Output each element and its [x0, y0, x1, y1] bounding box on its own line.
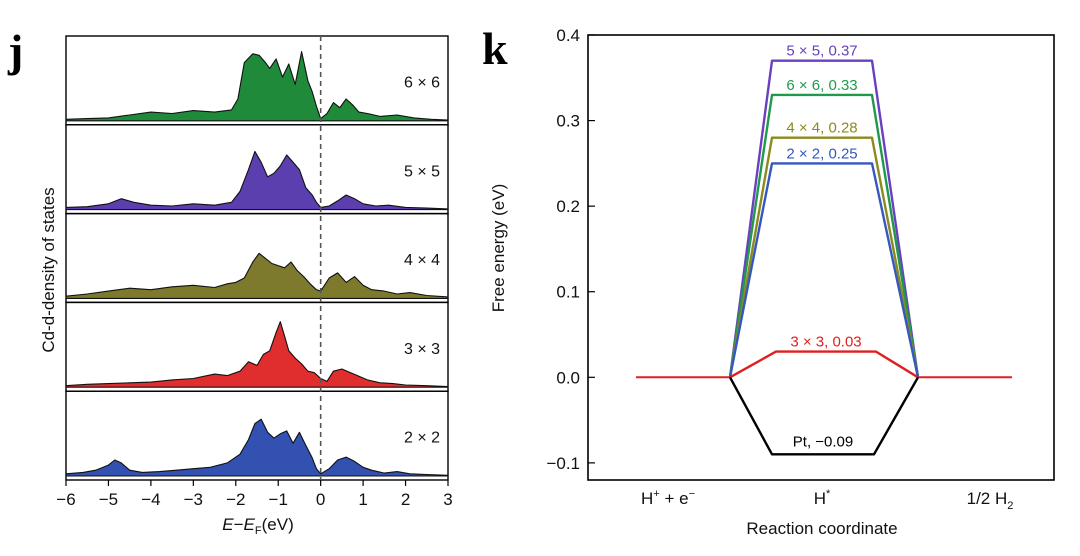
- dos-area-3xxx3: [65, 321, 449, 388]
- fe-series-label-4-4-0-28: 4 × 4, 0.28: [786, 120, 857, 137]
- dos-series-label-3xxx3: 3 × 3: [404, 341, 440, 358]
- dos-x-tick-label: −4: [141, 490, 160, 509]
- fe-y-tick-label: 0.4: [556, 26, 580, 45]
- fe-y-ticks: −0.1 0.0 0.1 0.2 0.3 0.4: [546, 26, 595, 473]
- dos-panels: 6 × 6 5 × 5 4 × 4 3 × 3 2 × 2: [65, 35, 449, 481]
- fe-y-tick-label: 0.2: [556, 197, 580, 216]
- dos-x-tick-label: −1: [269, 490, 288, 509]
- cat1-text: H: [814, 489, 826, 508]
- dos-x-tick-label: −2: [226, 490, 245, 509]
- cat2-text: 1/2 H: [967, 489, 1008, 508]
- dos-x-tick-label: 3: [443, 490, 452, 509]
- xlabel-e2: E: [244, 515, 256, 534]
- fe-pathway-pt-0-09: [728, 376, 920, 456]
- fe-y-tick-label: 0.3: [556, 112, 580, 131]
- dos-series-label-6xxx6: 6 × 6: [404, 75, 440, 92]
- xlabel-sub-f: F: [255, 525, 262, 537]
- cat0-text: H: [641, 489, 653, 508]
- fe-series-label-2-2-0-25: 2 × 2, 0.25: [786, 145, 857, 162]
- dos-x-tick-label: 0: [316, 490, 325, 509]
- dos-x-axis-label: E−EF(eV): [222, 515, 293, 537]
- dos-x-tick-label: −6: [56, 490, 75, 509]
- xlabel-minus: −: [234, 515, 244, 534]
- x-category-half-h2: 1/2 H2: [967, 489, 1014, 512]
- fe-pathway-4-4-0-28: [728, 136, 920, 378]
- cat0-sup: +: [653, 488, 659, 500]
- fe-plot-frame: [587, 34, 1055, 481]
- dos-series-label-5xxx5: 5 × 5: [404, 163, 440, 180]
- fe-series-label-3-3-0-03: 3 × 3, 0.03: [790, 334, 861, 351]
- dos-series-label-4xxx4: 4 × 4: [404, 252, 440, 269]
- dos-x-ticks: −6 −5 −4 −3 −2 −1 0 1 2 3: [56, 480, 453, 509]
- dos-panel-frame-2xxx2: [65, 390, 449, 481]
- fe-y-tick-label: 0.1: [556, 283, 580, 302]
- fe-pathway-5-5-0-37: [728, 59, 920, 378]
- dos-series-label-2xxx2: 2 × 2: [404, 430, 440, 447]
- dos-x-tick-label: 2: [401, 490, 410, 509]
- panel-k: k Free energy (eV) −0.1 0.0 0.1 0.2 0.3 0.4 5…: [482, 23, 1055, 538]
- cat1-sup: *: [826, 488, 831, 500]
- dos-area-6xxx6: [65, 51, 449, 122]
- fe-series-label-5-5-0-37: 5 × 5, 0.37: [786, 43, 857, 60]
- xlabel-e: E: [222, 515, 234, 534]
- fe-y-tick-label: −0.1: [546, 454, 580, 473]
- panel-letter-j: j: [7, 25, 23, 76]
- dos-x-tick-label: −5: [99, 490, 118, 509]
- fe-lines: 5 × 5, 0.37 6 × 6, 0.33 4 × 4, 0.28 2 × 2, …: [636, 43, 1012, 456]
- fe-series-label-6-6-0-33: 6 × 6, 0.33: [786, 77, 857, 94]
- fe-x-axis-label: Reaction coordinate: [746, 519, 897, 538]
- fe-pathway-6-6-0-33: [728, 93, 920, 378]
- fe-series-label-pt-0-09: Pt, −0.09: [793, 433, 853, 450]
- x-category-h-plus: H+ + e−: [641, 488, 695, 508]
- fe-pathway-2-2-0-25: [728, 162, 920, 378]
- cat0-sup2: −: [689, 488, 695, 500]
- fe-y-tick-label: 0.0: [556, 368, 580, 387]
- panel-letter-k: k: [482, 23, 508, 74]
- cat2-sub: 2: [1007, 500, 1013, 512]
- dos-x-tick-label: −3: [184, 490, 203, 509]
- dos-area-4xxx4: [65, 252, 449, 299]
- dos-area-5xxx5: [65, 150, 449, 211]
- fe-y-axis-label: Free energy (eV): [489, 184, 508, 313]
- cat0-text2: + e: [660, 489, 689, 508]
- fe-pathway-3-3-0-03: [729, 350, 919, 379]
- dos-x-tick-label: 1: [358, 490, 367, 509]
- dos-y-axis-label: Cd-d-density of states: [39, 187, 58, 352]
- panel-j: j Cd-d-density of states 6 × 6 5 × 5 4 × 4…: [7, 25, 453, 537]
- xlabel-unit: (eV): [262, 515, 294, 534]
- fe-x-categories: H+ + e− H* 1/2 H2: [641, 488, 1013, 512]
- dos-area-2xxx2: [65, 418, 449, 477]
- x-category-h-star: H*: [814, 488, 831, 508]
